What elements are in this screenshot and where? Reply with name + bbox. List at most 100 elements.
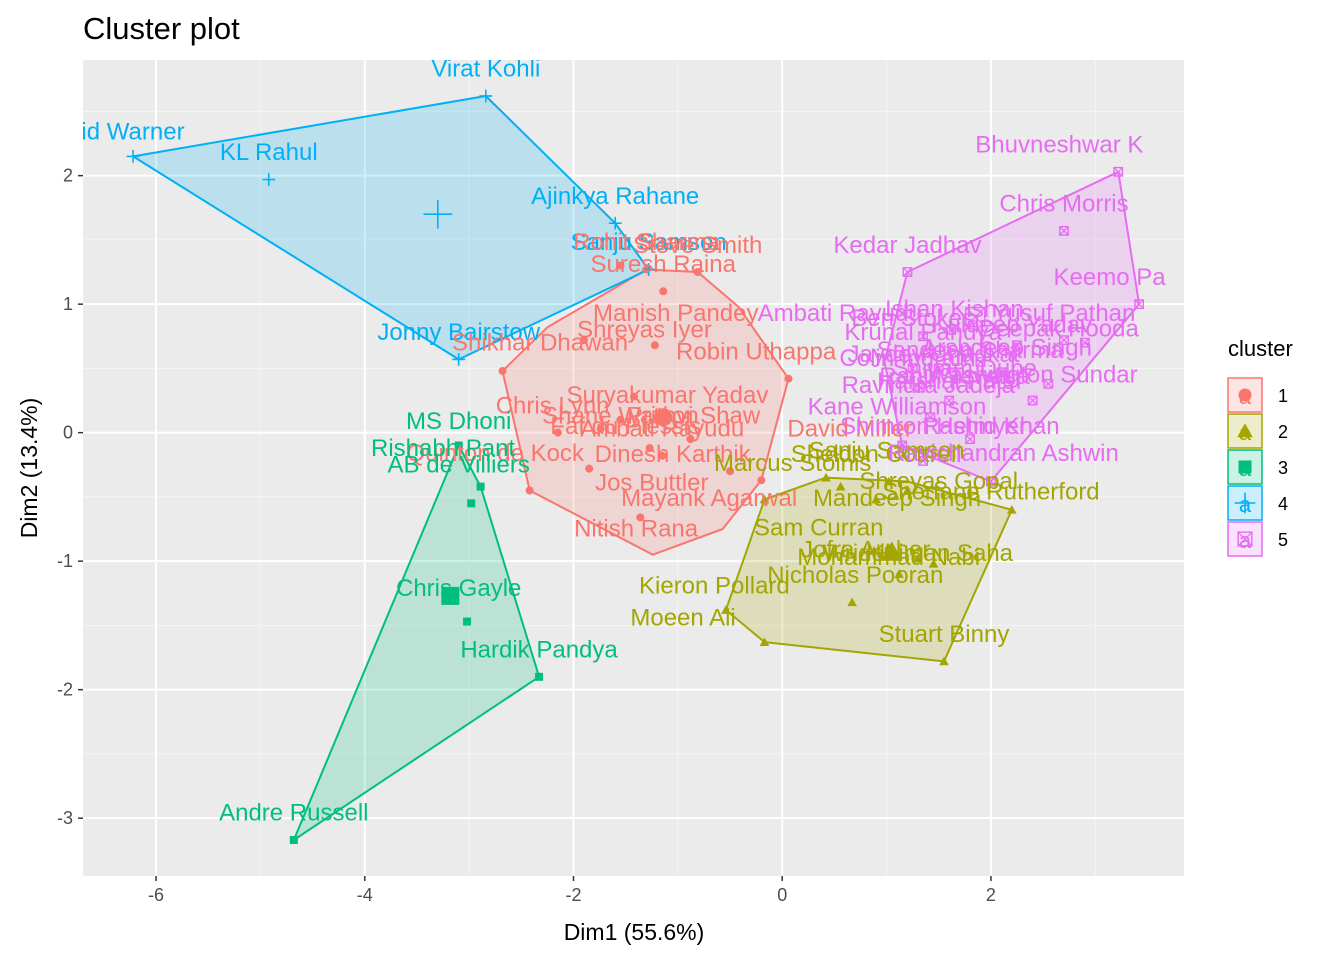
marker-box (918, 331, 928, 342)
marker-square (476, 482, 485, 491)
marker-box (946, 324, 957, 335)
legend-label-2: 2 (1278, 422, 1288, 442)
point-cluster-1 (650, 341, 659, 350)
point-label: Shikhar Dhawan (452, 329, 628, 356)
marker-x2 (965, 307, 986, 327)
point-label: Rashid Khan (922, 413, 1059, 440)
marker-box (923, 348, 934, 358)
point-cluster-1 (658, 451, 667, 460)
point-label: Sam Curran (754, 514, 883, 541)
point-cluster-2 (847, 597, 857, 607)
legend-item-4: a4 (1227, 485, 1288, 521)
point-label: vid Warner (69, 119, 184, 146)
point-label: Stuart Binny (879, 621, 1010, 648)
point-label: Virat Kohli (431, 56, 540, 83)
point-label: Rishabh Pant (371, 435, 515, 462)
marker-dot (616, 415, 625, 424)
marker-triangle (1007, 504, 1017, 514)
point-cluster-1 (553, 428, 562, 437)
legend-key-letter: a (1239, 528, 1252, 553)
legend-title: cluster (1228, 336, 1293, 361)
point-label: KL Rahul (220, 139, 318, 166)
marker-box (965, 306, 986, 328)
point-label: Kane Williamson (808, 394, 987, 421)
gridlines (83, 60, 1184, 876)
point-cluster-4 (126, 149, 140, 163)
marker-box (897, 440, 908, 451)
point-cluster-1 (630, 392, 639, 401)
point-label: Ben Stokes (851, 305, 974, 332)
point-cluster-1 (659, 287, 668, 296)
point-cluster-2 (928, 558, 939, 568)
point-label: Washington Sundar (928, 362, 1138, 389)
point-label: Rohit Sharma (573, 229, 720, 256)
point-label: Ambati Rayudu (580, 416, 744, 443)
marker-x2 (986, 476, 996, 487)
point-label: Yusuf Pathan (993, 300, 1136, 327)
legend-item-1: a1 (1227, 377, 1288, 413)
y-tick-label: -1 (57, 551, 73, 571)
cluster-5-center (965, 306, 986, 328)
point-cluster-5 (897, 440, 908, 451)
point-label: Andre Russell (219, 800, 368, 827)
point-label: Nitish Rana (574, 516, 699, 543)
point-cluster-1 (498, 366, 507, 375)
point-cluster-4 (452, 353, 466, 366)
point-cluster-3 (467, 499, 476, 508)
point-label: Jonny Bairstow (377, 319, 540, 346)
point-cluster-5 (1079, 337, 1090, 348)
legend: a1a2a3a4a5 (1227, 377, 1288, 557)
marker-x2 (1059, 335, 1069, 345)
point-cluster-1 (596, 424, 605, 433)
marker-x2 (1028, 395, 1038, 406)
x-tick-label: -4 (357, 885, 373, 905)
marker-dot (726, 467, 735, 476)
point-label: Kuldeep Yadav (932, 311, 1093, 338)
y-tick-label: 1 (63, 294, 73, 314)
point-cluster-1 (616, 261, 625, 270)
point-cluster-2 (1007, 504, 1017, 514)
point-cluster-4 (479, 89, 493, 103)
marker-x2 (902, 267, 913, 277)
legend-marker-3 (1238, 460, 1252, 474)
marker-square (463, 617, 472, 626)
point-cluster-5 (902, 267, 913, 277)
point-cluster-2 (939, 656, 949, 666)
point-label: Kieron Pollard (639, 572, 790, 599)
point-cluster-2 (759, 637, 770, 646)
y-tick-label: -3 (57, 808, 73, 828)
marker-square (454, 441, 463, 450)
marker-triangle (759, 494, 770, 504)
point-label: Robin Uthappa (676, 338, 837, 365)
point-cluster-5 (933, 363, 944, 374)
y-tick-label: 0 (63, 423, 73, 443)
point-cluster-5 (946, 324, 957, 335)
point-cluster-5 (944, 395, 955, 406)
point-cluster-1 (726, 467, 735, 476)
x-tick-label: -2 (565, 885, 581, 905)
marker-dot (525, 486, 534, 495)
marker-box (996, 367, 1007, 378)
marker-square (1238, 460, 1252, 474)
point-label: Sheldon Cottrell (791, 441, 962, 468)
cluster-2-hull (724, 476, 1013, 663)
marker-x2 (934, 363, 944, 374)
point-cluster-5 (918, 456, 928, 466)
point-cluster-3 (454, 441, 463, 450)
point-cluster-1 (616, 415, 625, 424)
point-label: Rahul Tewatia (879, 363, 1030, 390)
legend-label-1: 1 (1278, 386, 1288, 406)
marker-box (1027, 395, 1038, 406)
point-label: Shimron Hetmyer (840, 413, 1027, 440)
point-cluster-2 (902, 485, 913, 495)
point-cluster-5 (923, 348, 934, 358)
marker-dot (585, 464, 594, 473)
marker-box (975, 357, 986, 367)
marker-x2 (965, 434, 975, 444)
marker-dot (596, 424, 605, 433)
point-label: David Miller (787, 416, 912, 443)
point-label: Harshal Patel (877, 368, 1021, 395)
point-cluster-5 (907, 363, 918, 374)
